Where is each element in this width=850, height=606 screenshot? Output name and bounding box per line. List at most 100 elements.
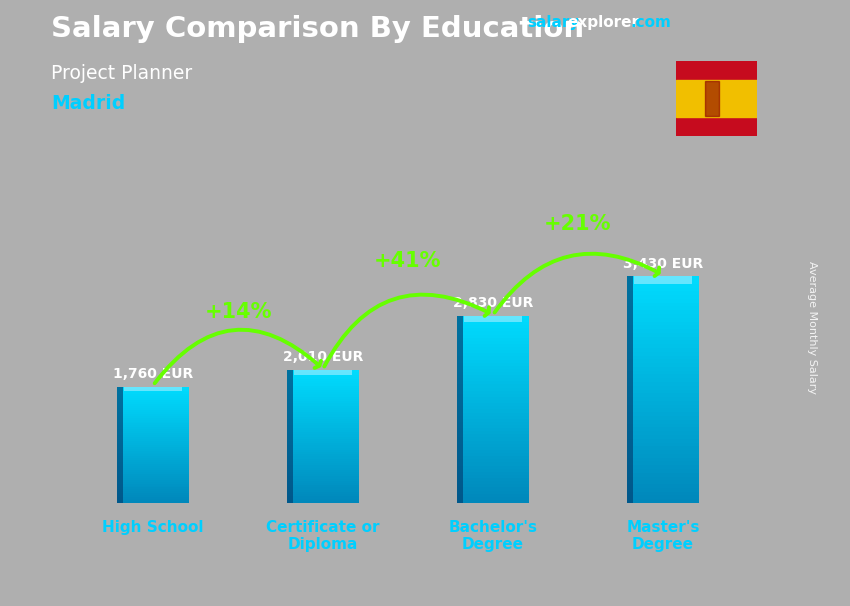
Bar: [117, 388, 189, 390]
Bar: [117, 499, 189, 501]
Bar: [627, 367, 699, 371]
Bar: [627, 481, 699, 484]
Bar: [287, 499, 359, 501]
Bar: [457, 381, 529, 384]
Bar: [457, 316, 463, 503]
Bar: [287, 476, 359, 479]
Bar: [117, 414, 189, 416]
Bar: [117, 387, 189, 388]
Bar: [457, 394, 529, 397]
Bar: [287, 479, 359, 481]
Bar: [627, 424, 699, 427]
Bar: [287, 372, 359, 375]
Bar: [457, 356, 529, 359]
Bar: [627, 461, 699, 465]
Bar: [457, 481, 529, 484]
Bar: [117, 402, 189, 404]
Bar: [117, 404, 189, 406]
Bar: [287, 490, 359, 492]
Bar: [287, 395, 359, 397]
Bar: [457, 472, 529, 475]
Bar: [287, 381, 359, 384]
Bar: [634, 276, 692, 284]
Bar: [457, 384, 529, 388]
Bar: [627, 363, 699, 367]
Bar: [117, 418, 189, 419]
Bar: [457, 465, 529, 468]
Text: +41%: +41%: [374, 250, 442, 270]
Bar: [287, 428, 359, 430]
Bar: [457, 419, 529, 422]
Bar: [294, 370, 352, 375]
Bar: [117, 466, 189, 468]
Bar: [287, 379, 359, 381]
Bar: [287, 445, 359, 448]
Bar: [457, 416, 529, 419]
Bar: [457, 422, 529, 425]
Bar: [287, 390, 359, 392]
Bar: [627, 348, 699, 352]
Bar: [287, 468, 359, 470]
Bar: [117, 435, 189, 437]
Bar: [287, 443, 359, 445]
Bar: [287, 415, 359, 416]
Bar: [287, 388, 359, 390]
Bar: [457, 378, 529, 381]
Bar: [457, 447, 529, 450]
Bar: [627, 310, 699, 314]
Bar: [627, 352, 699, 356]
Bar: [287, 492, 359, 494]
Text: +21%: +21%: [544, 214, 612, 234]
Text: Average Monthly Salary: Average Monthly Salary: [807, 261, 817, 394]
Bar: [457, 456, 529, 459]
Bar: [287, 412, 359, 415]
Bar: [117, 491, 189, 493]
Bar: [457, 400, 529, 403]
Bar: [457, 344, 529, 347]
Bar: [457, 375, 529, 378]
Bar: [627, 276, 633, 503]
Bar: [287, 481, 359, 483]
Bar: [117, 456, 189, 458]
Bar: [287, 459, 359, 461]
Bar: [117, 431, 189, 433]
Bar: [117, 387, 123, 503]
Bar: [287, 423, 359, 425]
Text: .com: .com: [631, 15, 672, 30]
Bar: [627, 427, 699, 431]
Bar: [627, 378, 699, 382]
Bar: [627, 344, 699, 348]
Bar: [457, 484, 529, 487]
Bar: [627, 401, 699, 405]
Bar: [457, 341, 529, 344]
Bar: [457, 362, 529, 366]
Bar: [457, 435, 529, 438]
Bar: [627, 276, 699, 280]
Bar: [627, 329, 699, 333]
Bar: [287, 408, 359, 410]
Bar: [457, 406, 529, 410]
Bar: [117, 501, 189, 503]
Bar: [117, 445, 189, 447]
Bar: [457, 331, 529, 335]
Bar: [117, 458, 189, 461]
Bar: [287, 416, 359, 419]
Bar: [627, 442, 699, 446]
Bar: [117, 476, 189, 478]
Bar: [287, 370, 359, 372]
Bar: [627, 325, 699, 329]
Bar: [627, 288, 699, 291]
Bar: [627, 371, 699, 375]
Bar: [117, 419, 189, 422]
Bar: [627, 322, 699, 325]
Bar: [117, 443, 189, 445]
Bar: [117, 422, 189, 424]
Bar: [117, 390, 189, 393]
Bar: [457, 490, 529, 494]
Bar: [124, 387, 182, 391]
Bar: [457, 478, 529, 481]
Bar: [457, 413, 529, 416]
Text: explorer: explorer: [568, 15, 640, 30]
Bar: [117, 474, 189, 476]
Bar: [287, 496, 359, 499]
